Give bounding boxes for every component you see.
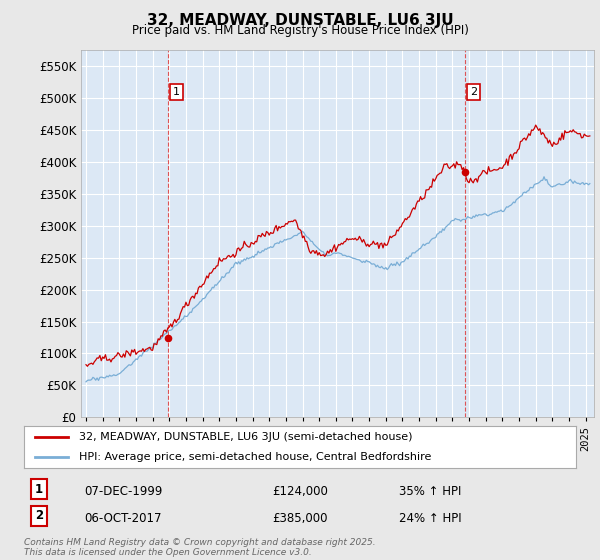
Text: 2: 2 <box>35 510 43 522</box>
Text: £385,000: £385,000 <box>272 511 328 525</box>
Text: Contains HM Land Registry data © Crown copyright and database right 2025.
This d: Contains HM Land Registry data © Crown c… <box>24 538 376 557</box>
Text: 1: 1 <box>35 483 43 496</box>
Text: 24% ↑ HPI: 24% ↑ HPI <box>400 511 462 525</box>
Text: 06-OCT-2017: 06-OCT-2017 <box>85 511 162 525</box>
Text: 32, MEADWAY, DUNSTABLE, LU6 3JU: 32, MEADWAY, DUNSTABLE, LU6 3JU <box>146 13 454 29</box>
Text: 1: 1 <box>173 87 180 97</box>
Text: £124,000: £124,000 <box>272 485 328 498</box>
Text: Price paid vs. HM Land Registry's House Price Index (HPI): Price paid vs. HM Land Registry's House … <box>131 24 469 37</box>
Text: 2: 2 <box>470 87 477 97</box>
Text: 35% ↑ HPI: 35% ↑ HPI <box>400 485 462 498</box>
Text: HPI: Average price, semi-detached house, Central Bedfordshire: HPI: Average price, semi-detached house,… <box>79 452 431 462</box>
Text: 07-DEC-1999: 07-DEC-1999 <box>85 485 163 498</box>
Text: 32, MEADWAY, DUNSTABLE, LU6 3JU (semi-detached house): 32, MEADWAY, DUNSTABLE, LU6 3JU (semi-de… <box>79 432 413 442</box>
